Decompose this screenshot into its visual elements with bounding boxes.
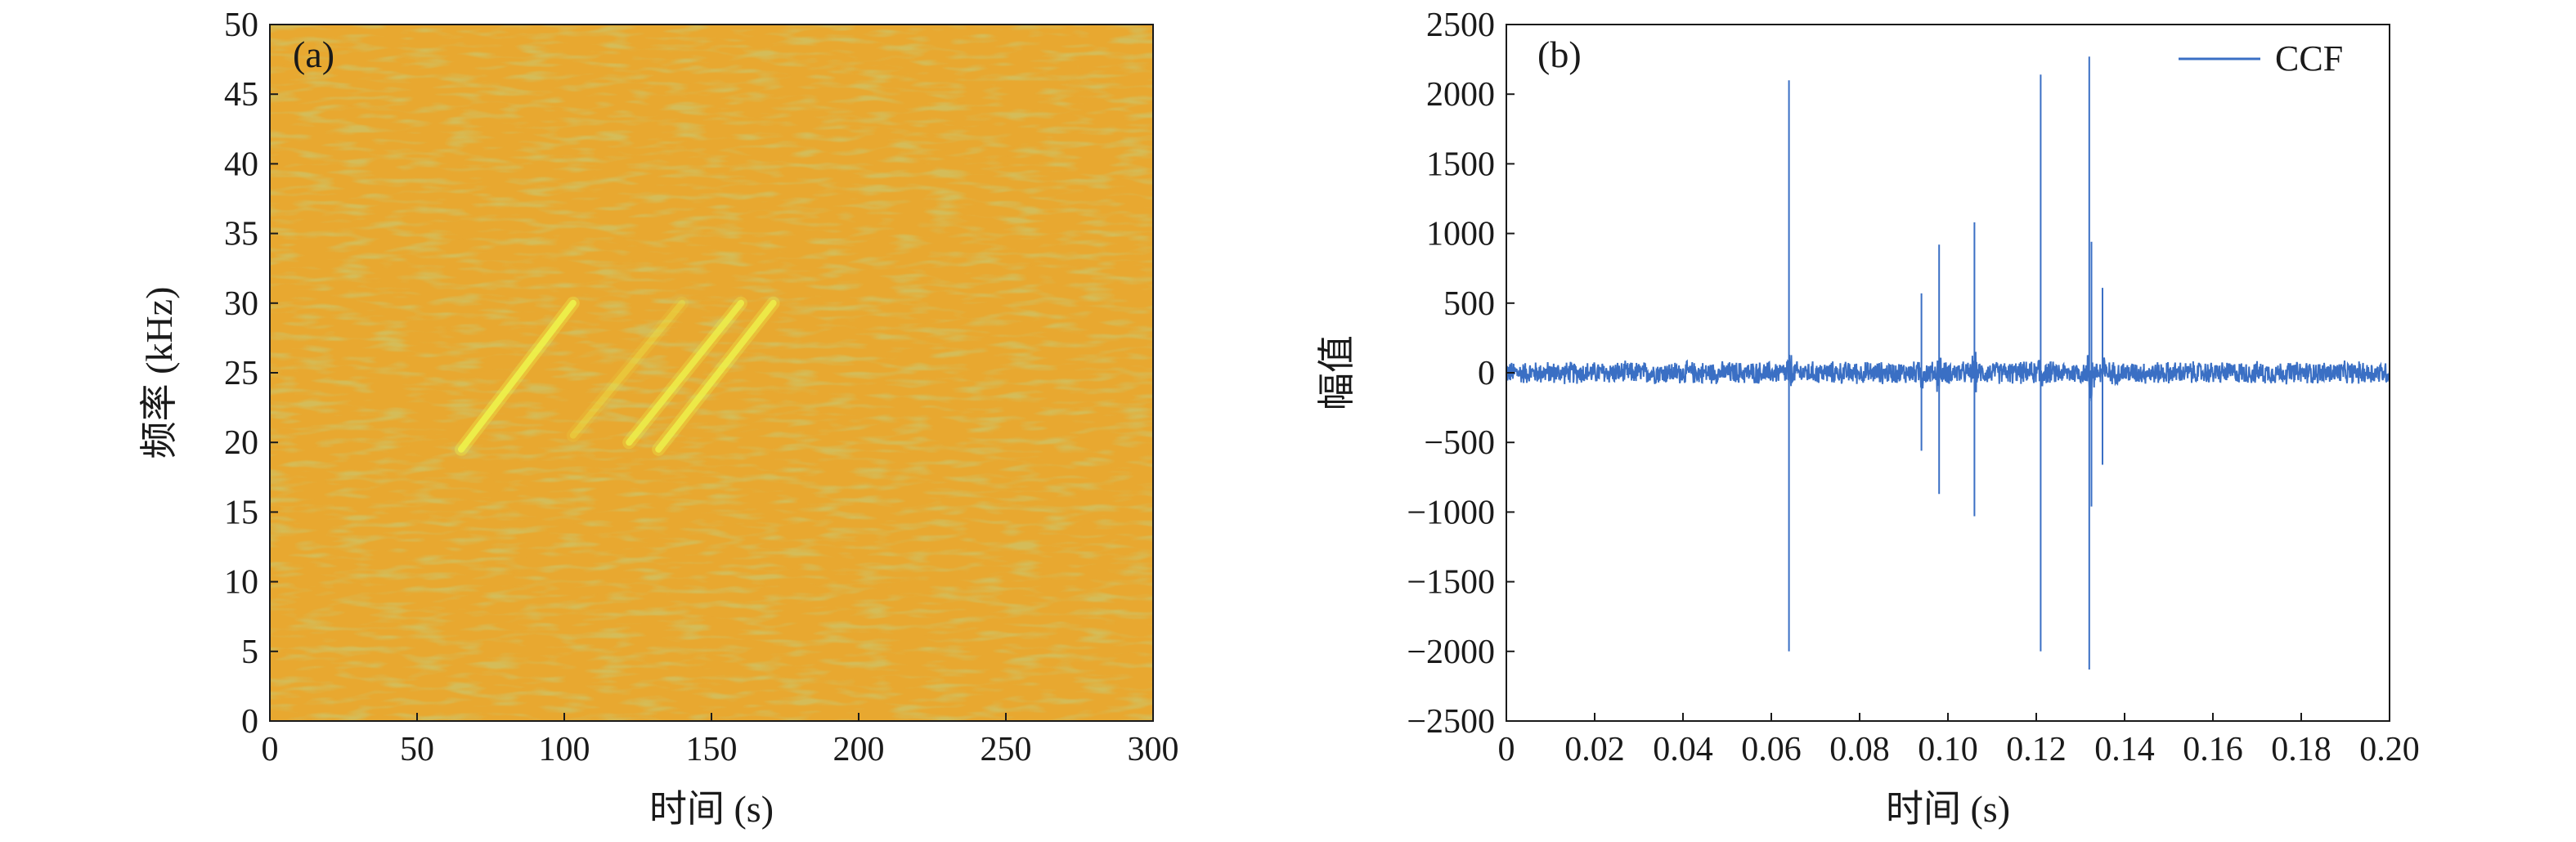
y-tick-label-a-4: 20 — [224, 424, 258, 462]
x-tick-label-b-10: 0.20 — [2359, 731, 2420, 768]
stripe-3 — [655, 299, 777, 453]
x-tick-label-b-2: 0.04 — [1653, 731, 1713, 768]
y-tick-label-b-10: 2500 — [1426, 7, 1495, 44]
y-tick-label-b-7: 1000 — [1426, 216, 1495, 253]
x-tick-label-a-3: 150 — [686, 731, 738, 768]
stripe-1 — [569, 299, 685, 439]
ticks-b: 0 0.02 0.04 0.06 0.08 0.10 0.12 0.14 0.16 0.18 0.2… — [1407, 7, 2419, 768]
y-tick-label-a-3: 15 — [224, 494, 258, 531]
stripes-group — [455, 296, 780, 456]
y-tick-label-b-5: 0 — [1478, 355, 1495, 392]
x-tick-label-b-5: 0.10 — [1918, 731, 1978, 768]
y-tick-label-b-9: 2000 — [1426, 76, 1495, 114]
y-tick-label-b-6: 500 — [1443, 285, 1495, 323]
ticks-a: 0 50 100 150 200 250 300 0 5 10 15 20 25 30 35 40 45 50 — [224, 7, 1179, 768]
y-tick-label-b-8: 1500 — [1426, 146, 1495, 183]
y-tick-label-b-2: −1500 — [1407, 564, 1495, 602]
y-axis-title-b: 幅值 — [1316, 335, 1358, 410]
x-tick-label-a-2: 100 — [539, 731, 590, 768]
x-tick-label-b-1: 0.02 — [1564, 731, 1625, 768]
x-tick-label-a-0: 0 — [262, 731, 279, 768]
y-tick-label-b-1: −2000 — [1407, 634, 1495, 671]
y-tick-label-a-5: 25 — [224, 355, 258, 392]
panel-b: 0 0.02 0.04 0.06 0.08 0.10 0.12 0.14 0.16 0.18 0.2… — [1316, 7, 2420, 830]
legend: CCF — [2179, 38, 2343, 78]
y-tick-label-b-0: −2500 — [1407, 703, 1495, 741]
series-ccf-line — [1506, 56, 2390, 670]
y-tick-label-a-2: 10 — [224, 564, 258, 602]
y-tick-label-b-4: −500 — [1424, 424, 1495, 462]
panel-label-a: (a) — [293, 34, 334, 75]
x-axis-title-b: 时间 (s) — [1886, 788, 2010, 830]
x-tick-label-a-6: 300 — [1128, 731, 1179, 768]
x-tick-label-b-0: 0 — [1498, 731, 1515, 768]
panel-label-b: (b) — [1537, 34, 1582, 75]
y-tick-label-a-0: 0 — [241, 703, 258, 741]
stripe-2 — [626, 299, 744, 446]
panel-a: 0 50 100 150 200 250 300 0 5 10 15 20 25 30 35 40 45 50 (… — [138, 7, 1179, 830]
x-tick-label-b-4: 0.08 — [1829, 731, 1890, 768]
x-tick-label-a-1: 50 — [400, 731, 434, 768]
x-tick-label-b-9: 0.18 — [2271, 731, 2331, 768]
y-tick-label-a-10: 50 — [224, 7, 258, 44]
x-axis-title-a: 时间 (s) — [649, 788, 774, 830]
y-tick-label-a-8: 40 — [224, 146, 258, 183]
y-tick-label-b-3: −1000 — [1407, 494, 1495, 531]
legend-label-ccf: CCF — [2275, 38, 2343, 78]
x-tick-label-b-6: 0.12 — [2006, 731, 2067, 768]
y-tick-label-a-6: 30 — [224, 285, 258, 323]
y-tick-label-a-9: 45 — [224, 76, 258, 114]
y-tick-label-a-1: 5 — [241, 634, 258, 671]
x-tick-label-b-3: 0.06 — [1741, 731, 1802, 768]
x-tick-label-b-7: 0.14 — [2094, 731, 2155, 768]
x-tick-label-a-5: 250 — [981, 731, 1032, 768]
stripe-0 — [458, 299, 577, 453]
y-tick-label-a-7: 35 — [224, 216, 258, 253]
y-axis-title-a: 频率 (kHz) — [138, 287, 180, 459]
x-tick-label-a-4: 200 — [833, 731, 885, 768]
spectrogram-noise — [270, 25, 1153, 721]
stripe-glow-1 — [566, 296, 689, 442]
x-tick-label-b-8: 0.16 — [2183, 731, 2243, 768]
